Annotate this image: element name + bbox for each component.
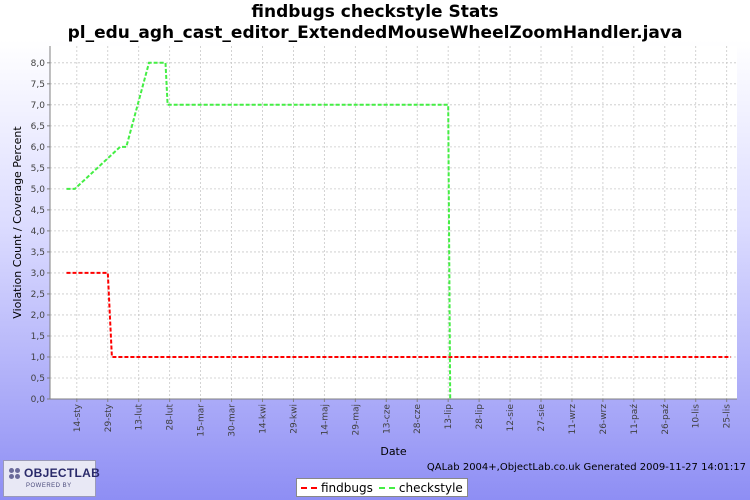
legend-swatch-findbugs [301,486,317,489]
chart-title: findbugs checkstyle Stats pl_edu_agh_cas… [0,2,750,44]
legend-swatch-checkstyle [378,486,395,489]
x-tick-label: 14-sty [73,403,83,432]
y-tick-label: 8,0 [31,59,46,69]
y-tick-label: 2,5 [31,290,45,300]
x-tick-label: 12-sie [506,404,516,432]
x-tick-label: 13-lut [135,404,145,431]
legend-item-checkstyle: checkstyle [378,480,463,495]
y-axis-label: Violation Count / Coverage Percent [11,126,24,319]
series-line-checkstyle [66,61,452,400]
x-tick-label: 10-lis [692,404,702,429]
x-tick-label: 28-cze [413,404,423,434]
x-tick-label: 14-kwi [258,404,268,434]
x-tick-label: 13-cze [382,404,392,434]
legend-item-findbugs: findbugs [301,481,373,495]
x-tick-label: 13-lip [444,404,454,430]
x-tick-label: 29-kwi [289,404,299,434]
legend-label-checkstyle: checkstyle [398,480,463,495]
y-tick-label: 4,0 [31,227,46,237]
legend: findbugs checkstyle [296,478,468,497]
y-tick-label: 3,0 [31,269,46,279]
x-tick-label: 28-lut [166,404,176,431]
x-tick-label: 11-paź [630,404,640,435]
y-tick-label: 1,0 [31,353,46,363]
chart-title-line-2: pl_edu_agh_cast_editor_ExtendedMouseWhee… [67,23,683,43]
x-tick-label: 26-wrz [599,404,609,435]
y-tick-label: 5,5 [31,164,45,174]
y-tick-label: 2,0 [31,311,46,321]
logo-text: OBJECTLAB [24,466,101,480]
y-tick-label: 0,0 [31,395,46,405]
logo-subtext: POWERED BY [26,483,72,489]
y-tick-label: 6,5 [31,122,45,132]
x-tick-label: 11-wrz [568,404,578,435]
logo-dots-icon [9,468,23,482]
x-tick-label: 28-lip [475,404,485,430]
objectlab-logo: OBJECTLAB POWERED BY [3,460,100,497]
generated-footer: QALab 2004+,ObjectLab.co.uk Generated 20… [426,462,746,473]
x-tick-label: 26-paź [661,404,671,435]
y-tick-label: 6,0 [31,143,46,153]
x-tick-label: 30-mar [228,404,238,437]
x-tick-label: 29-sty [104,403,114,432]
x-tick-label: 25-lis [723,404,733,429]
y-tick-label: 3,5 [31,248,45,258]
y-tick-label: 4,5 [31,206,45,216]
x-tick-label: 29-maj [351,404,361,435]
x-tick-label: 27-sie [537,404,547,432]
y-tick-label: 1,5 [31,332,45,342]
x-tick-label: 14-maj [320,404,330,435]
x-axis-label: Date [380,445,407,458]
x-tick-label: 15-mar [197,404,207,437]
legend-label-findbugs: findbugs [321,480,373,495]
chart-title-line-1: findbugs checkstyle Stats [251,2,499,22]
y-tick-label: 7,5 [31,80,45,90]
y-tick-label: 5,0 [31,185,46,195]
y-tick-label: 7,0 [31,101,46,111]
y-tick-label: 0,5 [31,374,45,384]
